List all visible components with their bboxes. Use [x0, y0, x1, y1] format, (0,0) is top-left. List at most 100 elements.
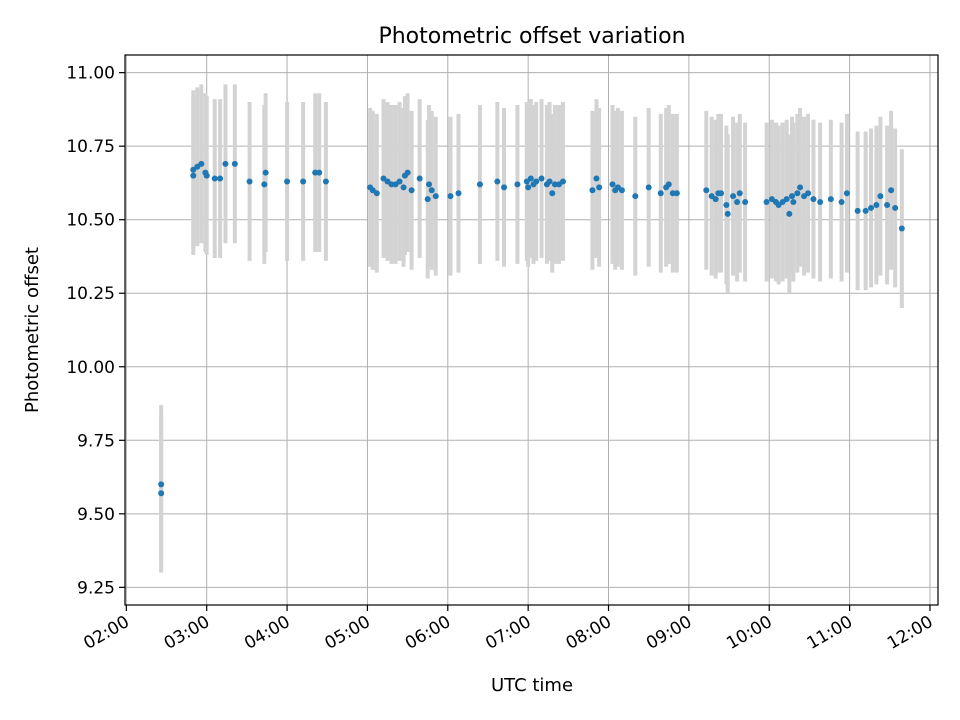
- y-tick-label: 10.00: [66, 358, 115, 378]
- data-point: [426, 181, 433, 188]
- data-point: [501, 184, 508, 191]
- data-point: [589, 187, 596, 194]
- x-axis: 02:00 03:00 04:00 05:00 06:00 07:00 08:00 09:00…: [80, 605, 936, 654]
- x-tick-label: 10:00: [723, 612, 775, 654]
- data-point: [396, 178, 403, 185]
- x-tick-label: 07:00: [482, 612, 534, 654]
- data-point: [854, 207, 861, 214]
- data-point: [618, 187, 625, 194]
- data-point: [300, 178, 307, 185]
- data-point: [203, 172, 210, 179]
- data-point: [797, 184, 804, 191]
- data-point: [742, 199, 749, 206]
- data-point: [827, 196, 834, 203]
- data-point: [538, 175, 545, 182]
- data-point: [158, 481, 165, 488]
- data-point: [609, 181, 616, 188]
- data-point: [514, 181, 521, 188]
- data-point: [596, 184, 603, 191]
- data-point: [424, 196, 431, 203]
- data-point: [400, 184, 407, 191]
- data-point: [898, 225, 905, 232]
- data-point: [222, 160, 229, 167]
- data-point: [763, 199, 770, 206]
- data-point: [712, 196, 719, 203]
- data-point: [789, 193, 796, 200]
- data-point: [476, 181, 483, 188]
- data-point: [494, 178, 501, 185]
- data-point: [673, 190, 680, 197]
- data-point: [217, 175, 224, 182]
- data-point: [261, 181, 268, 188]
- data-point: [198, 160, 205, 167]
- data-point: [632, 193, 639, 200]
- data-point: [724, 210, 731, 217]
- data-point: [734, 199, 741, 206]
- data-point: [888, 187, 895, 194]
- data-point: [246, 178, 253, 185]
- data-point: [790, 199, 797, 206]
- x-axis-label: UTC time: [491, 675, 573, 696]
- data-point: [723, 202, 730, 208]
- x-tick-label: 03:00: [161, 612, 213, 654]
- data-point: [455, 190, 462, 197]
- data-point: [549, 190, 556, 197]
- data-point: [432, 193, 439, 200]
- x-tick-label: 05:00: [321, 612, 373, 654]
- data-point: [373, 190, 380, 197]
- data-point: [805, 190, 812, 197]
- y-tick-label: 10.25: [66, 284, 115, 304]
- data-point: [284, 178, 291, 185]
- y-axis: 9.25 9.50 9.75 10.00 10.25 10.50 10.75 11.00: [66, 64, 125, 598]
- data-point: [730, 193, 737, 200]
- data-point: [211, 175, 218, 182]
- x-tick-label: 04:00: [241, 612, 293, 654]
- data-point: [810, 196, 817, 203]
- data-point: [316, 169, 323, 176]
- data-point: [231, 160, 238, 167]
- data-point: [593, 175, 600, 182]
- data-point: [884, 202, 891, 208]
- data-points: [158, 160, 905, 497]
- y-tick-label: 9.25: [77, 578, 115, 598]
- y-tick-label: 10.75: [66, 137, 115, 157]
- data-point: [525, 184, 532, 191]
- data-point: [447, 193, 454, 200]
- data-point: [783, 196, 790, 203]
- data-point: [657, 190, 664, 197]
- data-point: [817, 199, 824, 206]
- data-point: [843, 190, 850, 197]
- y-axis-label: Photometric offset: [22, 247, 43, 413]
- x-tick-label: 02:00: [80, 612, 132, 654]
- x-tick-label: 08:00: [563, 612, 615, 654]
- data-point: [416, 175, 423, 182]
- data-point: [892, 204, 899, 211]
- data-point: [428, 187, 435, 194]
- error-bars: [159, 84, 904, 573]
- data-point: [786, 210, 793, 217]
- data-point: [190, 172, 197, 179]
- chart-title: Photometric offset variation: [378, 24, 685, 49]
- data-point: [262, 169, 269, 176]
- data-point: [645, 184, 652, 191]
- data-point: [877, 193, 884, 200]
- data-point: [404, 169, 411, 176]
- x-tick-label: 11:00: [804, 612, 856, 654]
- y-tick-label: 10.50: [66, 211, 115, 231]
- data-point: [868, 204, 875, 211]
- data-point: [703, 187, 710, 194]
- x-tick-label: 06:00: [402, 612, 454, 654]
- data-point: [546, 178, 553, 185]
- data-point: [794, 190, 801, 197]
- data-point: [533, 178, 540, 185]
- data-point: [736, 190, 743, 197]
- data-point: [158, 490, 165, 497]
- y-tick-label: 9.75: [77, 431, 115, 451]
- data-point: [665, 181, 672, 188]
- x-tick-label: 09:00: [643, 612, 695, 654]
- data-point: [559, 178, 566, 185]
- y-tick-label: 11.00: [66, 64, 115, 84]
- data-point: [322, 178, 329, 185]
- data-point: [862, 207, 869, 214]
